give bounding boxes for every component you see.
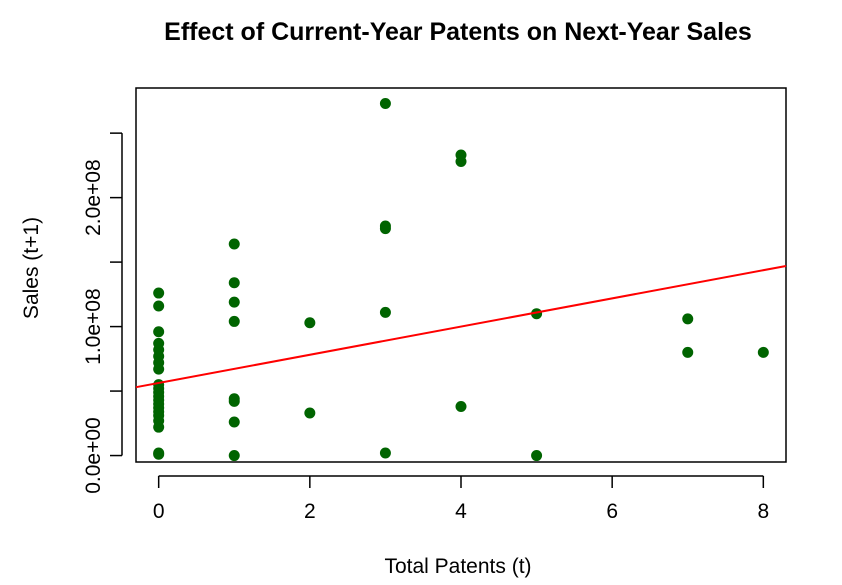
data-point xyxy=(682,313,694,325)
chart-title: Effect of Current-Year Patents on Next-Y… xyxy=(164,18,752,46)
data-point xyxy=(228,277,240,289)
data-point xyxy=(682,346,694,358)
data-point xyxy=(379,97,391,109)
data-point xyxy=(304,317,316,329)
plot-frame xyxy=(135,87,787,463)
data-point xyxy=(228,450,240,462)
data-point xyxy=(153,326,165,338)
data-point xyxy=(455,401,467,413)
data-point xyxy=(757,346,769,358)
data-point xyxy=(304,407,316,419)
data-point xyxy=(153,300,165,312)
y-axis: 0.0e+00 1.0e+08 2.0e+08 xyxy=(82,132,123,494)
data-point xyxy=(228,296,240,308)
y-tick-label: 2.0e+08 xyxy=(82,159,105,236)
plot-area xyxy=(135,87,787,463)
x-tick-label: 0 xyxy=(153,500,165,523)
data-point xyxy=(153,448,165,460)
x-tick-label: 6 xyxy=(606,500,618,523)
data-point xyxy=(379,447,391,459)
x-tick-label: 2 xyxy=(304,500,316,523)
data-point xyxy=(228,416,240,428)
y-tick-label: 0.0e+00 xyxy=(82,417,105,494)
data-point xyxy=(228,238,240,250)
data-point xyxy=(153,363,165,375)
data-point xyxy=(455,156,467,168)
y-tick-label: 1.0e+08 xyxy=(82,288,105,365)
data-point xyxy=(228,395,240,407)
data-point xyxy=(379,306,391,318)
data-point xyxy=(531,450,543,462)
x-axis: 0 2 4 6 8 xyxy=(153,475,769,523)
data-point xyxy=(379,223,391,235)
x-tick-label: 4 xyxy=(455,500,467,523)
data-point xyxy=(153,421,165,433)
x-axis-label: Total Patents (t) xyxy=(384,555,531,578)
regression-line xyxy=(135,264,787,389)
data-point xyxy=(531,308,543,320)
x-tick-label: 8 xyxy=(757,500,769,523)
y-axis-label: Sales (t+1) xyxy=(20,217,43,319)
data-point xyxy=(228,315,240,327)
data-point xyxy=(153,287,165,299)
